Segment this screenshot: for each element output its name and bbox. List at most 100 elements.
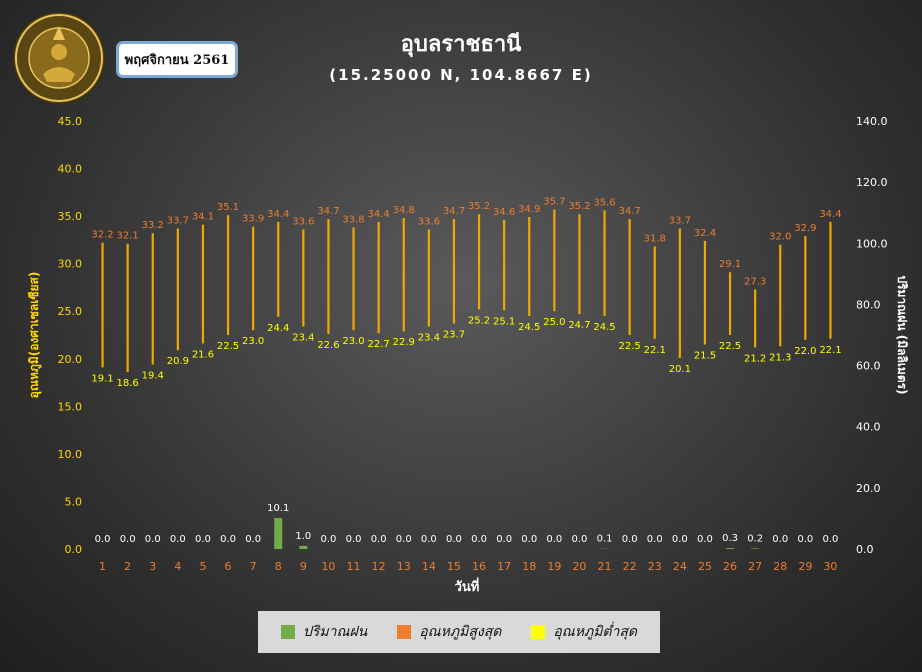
legend-label-rain: ปริมาณฝน	[302, 624, 368, 640]
rain-value-label: 0.1	[597, 534, 613, 545]
rain-value-label: 0.0	[622, 534, 638, 545]
x-tick-label: 26	[723, 560, 737, 573]
rain-value-label: 0.0	[371, 534, 387, 545]
min-temp-label: 23.0	[342, 336, 364, 347]
x-tick-label: 10	[321, 560, 335, 573]
max-temp-label: 32.2	[91, 230, 113, 241]
x-tick-label: 21	[598, 560, 612, 573]
x-tick-label: 14	[422, 560, 436, 573]
rain-value-label: 0.0	[546, 534, 562, 545]
min-temp-label: 22.7	[368, 339, 390, 350]
min-temp-label: 23.0	[242, 336, 264, 347]
max-temp-label: 31.8	[644, 234, 666, 245]
y-right-tick-label: 20.0	[856, 482, 881, 495]
x-tick-label: 1	[99, 560, 106, 573]
y-axis-left-title: อุณหภูมิ(องศาเซลเซียส)	[27, 272, 42, 399]
max-temp-label: 34.4	[368, 209, 390, 220]
y-left-tick-label: 20.0	[58, 353, 83, 366]
y-right-tick-label: 60.0	[856, 360, 881, 373]
rain-value-label: 0.0	[95, 534, 111, 545]
x-axis-title: วันที่	[455, 577, 480, 595]
y-left-tick-label: 25.0	[58, 305, 83, 318]
max-temp-label: 34.9	[518, 204, 540, 215]
x-tick-label: 18	[522, 560, 536, 573]
max-temp-label: 33.7	[669, 215, 691, 226]
max-temp-label: 29.1	[719, 259, 741, 270]
max-temp-label: 34.7	[443, 206, 465, 217]
x-tick-label: 29	[798, 560, 812, 573]
y-left-tick-label: 35.0	[58, 210, 83, 223]
min-temp-label: 22.1	[819, 345, 841, 356]
rain-value-label: 0.0	[145, 534, 161, 545]
rain-value-label: 0.0	[672, 534, 688, 545]
y-left-tick-label: 5.0	[65, 495, 83, 508]
y-left-tick-label: 45.0	[58, 115, 83, 128]
max-temp-label: 33.6	[418, 216, 440, 227]
rain-value-label: 0.0	[320, 534, 336, 545]
min-temp-label: 25.2	[468, 315, 490, 326]
rain-value-label: 0.0	[120, 534, 136, 545]
x-tick-label: 20	[572, 560, 586, 573]
legend-item-max-temp: อุณหภูมิสูงสุด	[397, 621, 501, 643]
max-temp-label: 33.6	[292, 216, 314, 227]
rain-value-label: 0.3	[722, 533, 738, 544]
y-left-tick-label: 15.0	[58, 400, 83, 413]
max-temp-label: 34.8	[393, 205, 415, 216]
x-tick-label: 24	[673, 560, 687, 573]
max-temp-label: 34.6	[493, 207, 515, 218]
x-tick-label: 7	[250, 560, 257, 573]
min-temp-label: 20.1	[669, 364, 691, 375]
legend-swatch-max-temp	[397, 625, 412, 639]
x-tick-label: 30	[823, 560, 837, 573]
rain-value-label: 0.0	[772, 534, 788, 545]
x-tick-label: 5	[199, 560, 206, 573]
x-tick-label: 23	[648, 560, 662, 573]
min-temp-label: 22.6	[317, 340, 339, 351]
min-temp-label: 24.5	[593, 322, 615, 333]
max-temp-label: 34.4	[267, 209, 289, 220]
max-temp-label: 33.9	[242, 214, 264, 225]
x-tick-label: 6	[225, 560, 232, 573]
max-temp-label: 35.2	[568, 201, 590, 212]
x-tick-label: 17	[497, 560, 511, 573]
legend-swatch-min-temp	[531, 625, 546, 639]
rain-bar	[751, 548, 760, 549]
max-temp-label: 35.6	[593, 197, 615, 208]
rain-value-label: 0.0	[797, 534, 813, 545]
rain-value-label: 0.0	[822, 534, 838, 545]
min-temp-label: 25.0	[543, 317, 565, 328]
x-tick-label: 15	[447, 560, 461, 573]
min-temp-label: 23.7	[443, 330, 465, 341]
rain-value-label: 0.0	[496, 534, 512, 545]
rain-value-label: 1.0	[295, 531, 311, 542]
chart-subtitle: (15.25000 N, 104.8667 E)	[329, 66, 593, 84]
x-tick-label: 16	[472, 560, 486, 573]
max-temp-label: 34.7	[317, 206, 339, 217]
max-temp-label: 27.3	[744, 276, 766, 287]
min-temp-label: 18.6	[117, 378, 139, 389]
legend-item-min-temp: อุณหภูมิต่ำสุด	[531, 621, 637, 643]
min-temp-label: 23.4	[418, 332, 440, 343]
max-temp-label: 33.2	[142, 220, 164, 231]
min-temp-label: 22.5	[217, 341, 239, 352]
chart-legend: ปริมาณฝน อุณหภูมิสูงสุด อุณหภูมิต่ำสุด	[258, 611, 660, 653]
y-right-tick-label: 120.0	[856, 176, 888, 189]
rain-value-label: 0.0	[195, 534, 211, 545]
min-temp-label: 24.7	[568, 320, 590, 331]
y-left-tick-label: 30.0	[58, 258, 83, 271]
x-tick-label: 13	[397, 560, 411, 573]
max-temp-label: 33.7	[167, 215, 189, 226]
max-temp-label: 35.7	[543, 196, 565, 207]
x-tick-label: 2	[124, 560, 131, 573]
y-right-tick-label: 0.0	[856, 543, 874, 556]
min-temp-label: 19.1	[91, 373, 113, 384]
x-tick-label: 12	[372, 560, 386, 573]
min-temp-label: 20.9	[167, 356, 189, 367]
min-temp-label: 22.9	[393, 337, 415, 348]
legend-item-rain: ปริมาณฝน	[280, 621, 368, 643]
min-temp-label: 24.5	[518, 322, 540, 333]
x-tick-label: 8	[275, 560, 282, 573]
min-temp-label: 23.4	[292, 332, 314, 343]
rain-value-label: 0.0	[396, 534, 412, 545]
